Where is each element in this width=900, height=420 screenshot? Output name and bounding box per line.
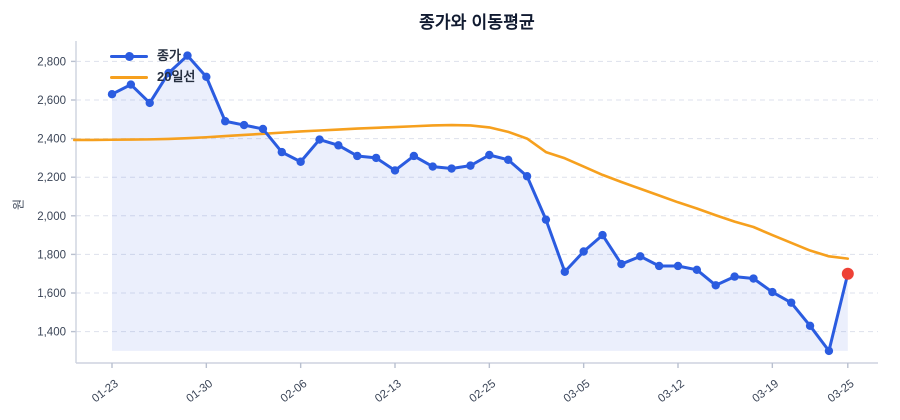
close-point-marker	[353, 151, 362, 161]
close-point-marker	[221, 117, 230, 126]
close-point-marker	[522, 172, 532, 181]
close-point-marker	[447, 164, 456, 173]
close-point-marker	[692, 265, 702, 275]
y-tick-label: 2,000	[37, 211, 66, 223]
x-tick-label: 03-25	[826, 378, 857, 405]
close-point-marker	[466, 161, 475, 170]
last-point-highlight-marker	[841, 267, 854, 280]
close-area-fill	[112, 55, 848, 351]
y-tick-label: 1,800	[37, 249, 66, 261]
close-point-marker	[239, 120, 249, 130]
close-point-marker	[636, 252, 645, 261]
y-tick-label: 2,800	[37, 56, 66, 68]
legend-label-close: 종가	[157, 48, 181, 63]
close-point-marker	[730, 272, 739, 281]
close-point-marker	[560, 267, 570, 276]
x-tick-label: 02-06	[279, 378, 310, 405]
close-point-marker	[277, 147, 287, 157]
close-point-marker	[296, 157, 305, 166]
close-point-marker	[409, 151, 419, 161]
x-tick-label: 02-13	[373, 378, 404, 405]
close-point-marker	[107, 90, 117, 99]
legend-item-ma20: 20일선	[110, 68, 195, 86]
close-point-marker	[541, 215, 551, 224]
ma-line-swatch-icon	[110, 72, 148, 82]
close-point-marker	[768, 287, 777, 297]
close-point-marker	[617, 259, 626, 269]
y-tick-label: 2,600	[37, 95, 66, 107]
close-point-marker	[787, 298, 796, 307]
legend: 종가 20일선	[110, 47, 195, 86]
close-point-marker	[202, 72, 211, 82]
x-tick-label: 01-30	[184, 378, 215, 405]
close-point-marker	[258, 124, 268, 134]
close-line	[110, 54, 850, 353]
close-line-swatch-icon	[110, 51, 148, 61]
close-point-marker	[598, 230, 607, 240]
y-tick-label: 2,400	[37, 134, 66, 146]
close-point-marker	[504, 155, 513, 165]
legend-label-ma20: 20일선	[157, 69, 196, 84]
close-point-marker	[673, 261, 683, 271]
legend-item-close: 종가	[110, 47, 195, 65]
x-tick-label: 02-25	[467, 378, 498, 405]
close-point-marker	[390, 166, 400, 175]
close-point-marker	[183, 51, 192, 60]
close-point-marker	[805, 321, 815, 331]
x-tick-label: 01-23	[90, 378, 121, 405]
y-axis-label: 원	[11, 198, 26, 211]
y-tick-label: 1,400	[37, 327, 66, 339]
close-point-marker	[315, 135, 324, 144]
x-tick-label: 03-12	[656, 378, 687, 405]
y-tick-label: 1,600	[37, 288, 66, 300]
close-point-marker	[145, 98, 154, 108]
close-point-marker	[654, 261, 664, 271]
chart-title: 종가와 이동평균	[419, 13, 535, 32]
close-point-marker	[711, 281, 720, 290]
x-tick-label: 03-19	[750, 378, 781, 405]
close-point-marker	[428, 162, 437, 171]
close-point-marker	[824, 346, 834, 356]
close-point-marker	[371, 153, 381, 163]
close-point-marker	[164, 68, 173, 78]
close-point-marker	[485, 150, 494, 160]
close-point-marker	[126, 80, 136, 89]
close-point-marker	[334, 141, 343, 150]
x-tick-label: 03-05	[562, 378, 593, 405]
close-point-marker	[579, 247, 588, 256]
close-point-marker	[749, 274, 758, 283]
y-tick-label: 2,200	[37, 172, 66, 184]
ma20-line	[72, 123, 850, 260]
